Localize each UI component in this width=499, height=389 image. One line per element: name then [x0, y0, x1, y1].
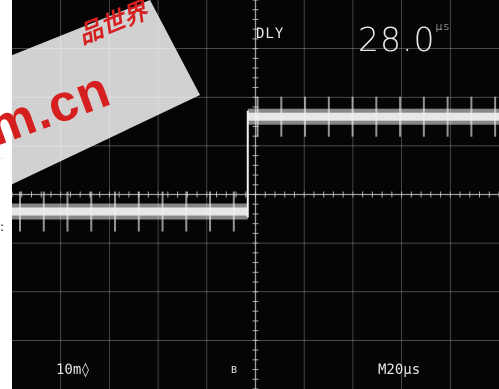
- trace-high-level-core: [247, 112, 499, 121]
- channel-scale-readout: 10m◊: [56, 362, 90, 378]
- oscilloscope-screen: DLY 28.0µs 10m◊ B M20µs: [12, 0, 499, 389]
- trigger-source-readout: B: [231, 365, 238, 376]
- trace-low-level-core: [12, 207, 248, 216]
- delay-unit: µs: [435, 20, 451, 33]
- timebase-readout: M20µs: [378, 362, 421, 378]
- delay-label: DLY: [256, 26, 285, 42]
- delay-readout: 28.0µs: [358, 20, 450, 59]
- signal-trace: [12, 96, 499, 232]
- left-edge-fragment: . :: [0, 148, 5, 234]
- delay-value: 28.0: [358, 20, 436, 59]
